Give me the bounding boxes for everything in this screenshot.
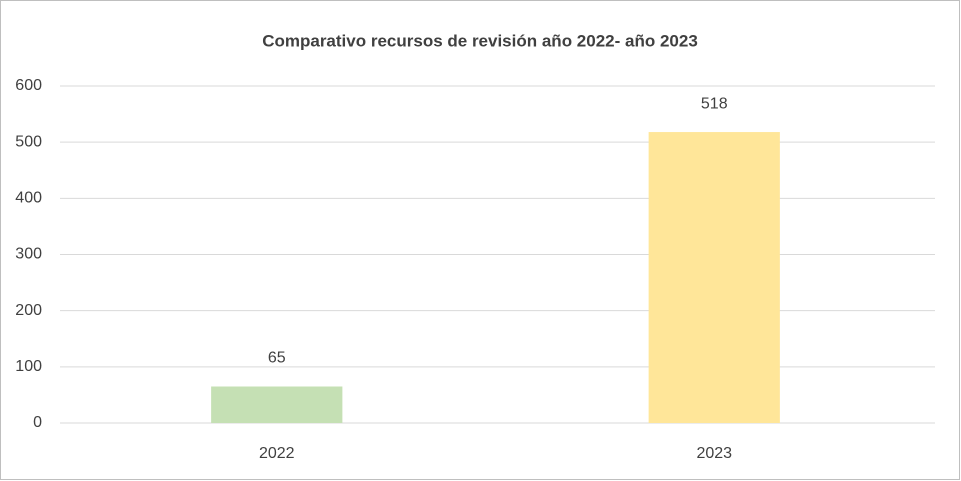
- y-tick-label: 200: [15, 302, 42, 319]
- y-tick-label: 500: [15, 133, 42, 150]
- x-tick-label: 2022: [259, 445, 295, 462]
- data-label: 518: [701, 95, 728, 112]
- y-tick-label: 0: [33, 414, 42, 431]
- x-tick-label: 2023: [696, 445, 732, 462]
- bar: [211, 386, 343, 423]
- y-tick-label: 600: [15, 77, 42, 94]
- bar: [648, 132, 780, 423]
- y-tick-label: 300: [15, 246, 42, 263]
- chart-title: Comparativo recursos de revisión año 202…: [262, 31, 698, 50]
- y-tick-label: 100: [15, 358, 42, 375]
- data-label: 65: [268, 350, 286, 367]
- y-tick-label: 400: [15, 190, 42, 207]
